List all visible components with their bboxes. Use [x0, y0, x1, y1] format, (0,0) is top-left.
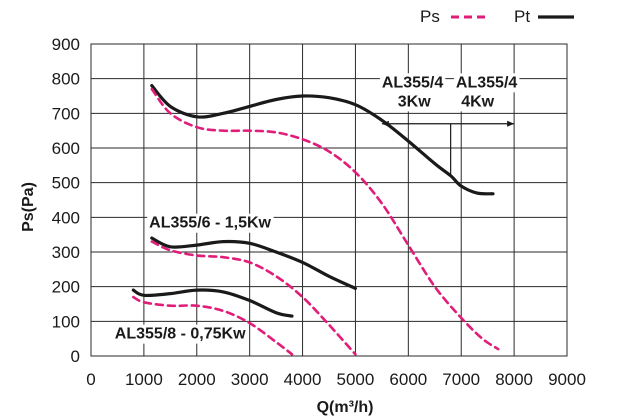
y-tick-label-0: 0 — [71, 347, 80, 366]
legend-ps-label: Ps — [420, 7, 440, 26]
annotation-bg-2 — [453, 73, 520, 93]
y-tick-label-1: 100 — [52, 312, 80, 331]
range-marker — [381, 120, 515, 176]
annotation-label-1: 3Kw — [398, 93, 431, 110]
x-tick-label-4: 4000 — [284, 370, 322, 389]
y-tick-labels: 0 100 200 300 400 500 600 700 800 900 — [52, 35, 80, 366]
annotation-label-5: AL355/8 - 0,75Kw — [115, 326, 246, 343]
annotation-bg-0 — [379, 73, 446, 93]
y-tick-label-2: 200 — [52, 278, 80, 297]
annotation-bg-1 — [395, 92, 434, 112]
x-tick-labels: 0 1000 2000 3000 4000 5000 6000 7000 8000 9000 — [86, 370, 586, 389]
range-arrow-left-head — [381, 120, 389, 127]
x-tick-label-0: 0 — [86, 370, 95, 389]
x-axis-label: Q(m³/h) — [317, 399, 374, 416]
x-tick-label-8: 8000 — [495, 370, 533, 389]
y-tick-label-3: 300 — [52, 243, 80, 262]
y-tick-label-6: 600 — [52, 139, 80, 158]
series-line-pt-2 — [150, 236, 357, 290]
annotations: AL355/4 3Kw AL355/4 4Kw AL355/6 - 1,5Kw AL355… — [112, 73, 520, 344]
annotation-bg-3 — [459, 92, 497, 112]
y-tick-label-8: 800 — [52, 70, 80, 89]
series-line-pt-0 — [150, 84, 495, 196]
annotation-bg-5 — [112, 324, 249, 344]
y-tick-label-9: 900 — [52, 35, 80, 54]
range-arrow-right-head — [507, 120, 515, 127]
series-line-ps-5 — [132, 295, 294, 356]
plot-frame — [90, 43, 568, 357]
x-tick-label-1: 1000 — [125, 370, 163, 389]
x-tick-label-6: 6000 — [389, 370, 427, 389]
legend: Ps Pt — [420, 7, 574, 26]
annotation-label-2: AL355/4 — [456, 74, 517, 91]
x-tick-label-9: 9000 — [548, 370, 586, 389]
x-tick-label-2: 2000 — [178, 370, 216, 389]
x-tick-label-7: 7000 — [442, 370, 480, 389]
x-tick-label-3: 3000 — [231, 370, 269, 389]
series-line-ps-3 — [150, 240, 357, 356]
y-tick-label-5: 500 — [52, 174, 80, 193]
y-tick-label-4: 400 — [52, 208, 80, 227]
y-tick-label-7: 700 — [52, 104, 80, 123]
legend-pt-label: Pt — [514, 7, 530, 26]
y-axis-label: Ps(Pa) — [20, 182, 37, 232]
series-layer — [131, 84, 500, 356]
annotation-label-3: 4Kw — [461, 93, 494, 110]
x-tick-label-5: 5000 — [337, 370, 375, 389]
series-line-ps-1 — [150, 87, 500, 351]
annotation-label-0: AL355/4 — [382, 74, 443, 91]
annotation-label-4: AL355/6 - 1,5Kw — [149, 215, 271, 232]
series-line-pt-4 — [131, 288, 294, 318]
annotation-bg-4 — [147, 213, 274, 233]
grid — [90, 43, 568, 357]
